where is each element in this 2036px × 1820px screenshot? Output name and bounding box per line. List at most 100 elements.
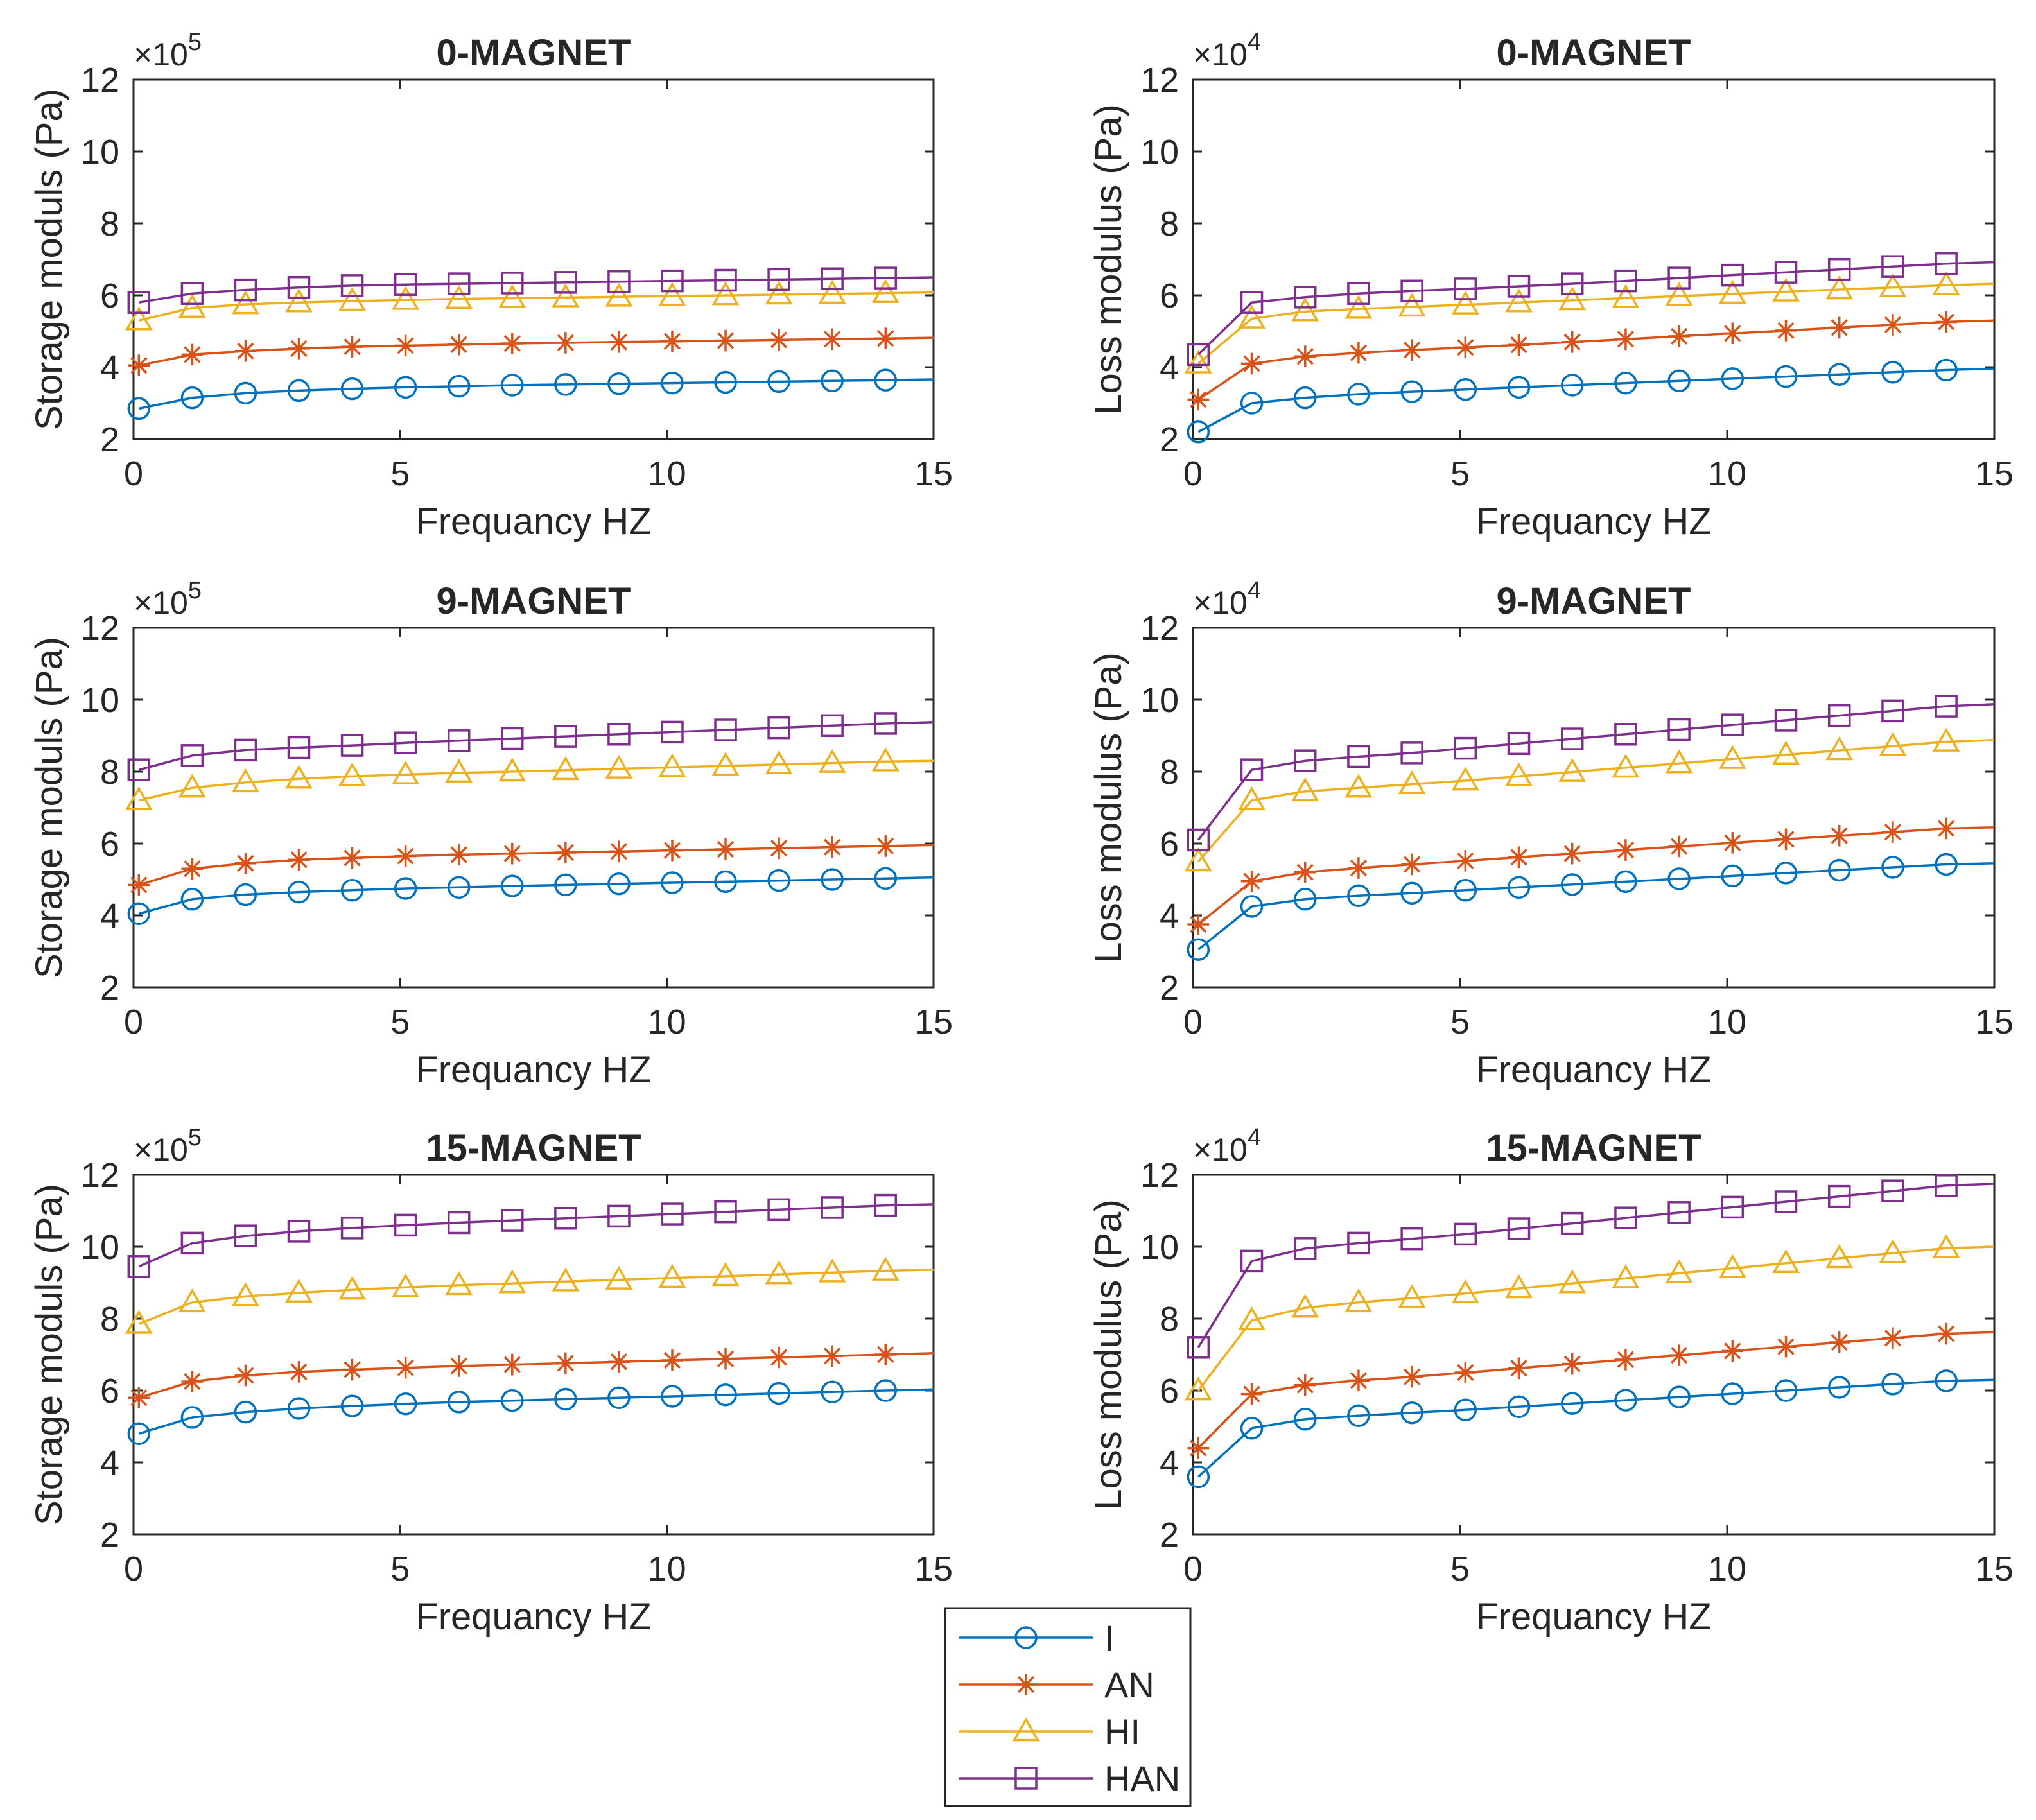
data-point-han [821, 267, 844, 290]
axis-multiplier: ×105 [134, 577, 202, 621]
data-point-i [1240, 895, 1264, 918]
data-point-i [1507, 1395, 1531, 1418]
data-point-han [1614, 1206, 1637, 1229]
subplot-3: 0 5 10 15 2 4 6 8 10 12 9-MAGNET Frequancy HZ Storag… [28, 577, 953, 1091]
data-point-i [1721, 864, 1745, 888]
data-point-hi [1879, 732, 1907, 756]
y-tick-label: 6 [1160, 1372, 1179, 1410]
data-point-an [181, 858, 204, 880]
data-point-hi [1932, 1234, 1960, 1258]
series-hi [125, 1256, 934, 1334]
data-point-han [180, 744, 204, 767]
data-point-han [1881, 699, 1904, 723]
data-point-hi [658, 753, 686, 777]
data-point-han [1935, 252, 1958, 275]
data-point-i [234, 381, 257, 405]
legend-marker-han [1014, 1767, 1038, 1790]
data-point-i [1347, 1404, 1370, 1427]
data-point-hi [1718, 1254, 1746, 1278]
series-i [127, 368, 934, 420]
data-point-i [1293, 1408, 1317, 1431]
data-point-hi [1238, 786, 1266, 811]
data-point-han [661, 269, 684, 293]
y-tick-label: 10 [81, 133, 119, 171]
multiplier-exponent: 5 [188, 29, 202, 56]
series-line-i [1197, 367, 1995, 433]
data-point-i [394, 376, 417, 399]
data-point-an [1828, 316, 1850, 339]
data-point-han [127, 758, 151, 781]
data-point-han [714, 718, 737, 741]
data-point-han [340, 1217, 364, 1240]
data-point-han [1240, 1249, 1264, 1273]
legend-entry-an: AN [959, 1665, 1154, 1705]
data-point-i [821, 369, 844, 393]
x-tick-label: 0 [124, 1550, 143, 1588]
series-line-han [139, 276, 934, 304]
data-point-i [1454, 879, 1477, 902]
data-point-hi [125, 1310, 153, 1334]
data-point-i [180, 1406, 204, 1429]
data-point-hi [1825, 275, 1854, 300]
data-point-han [714, 1200, 737, 1224]
subplot-6: 0 5 10 15 2 4 6 8 10 12 15-MAGNET Frequancy HZ Loss … [1088, 1124, 2014, 1638]
data-point-an [394, 334, 417, 357]
data-point-i [554, 373, 577, 396]
data-point-i [234, 883, 257, 906]
y-tick-label: 6 [100, 1372, 119, 1410]
data-point-i [1187, 420, 1210, 444]
x-tick-label: 10 [648, 1003, 686, 1041]
data-point-hi [552, 283, 580, 308]
data-point-han [767, 716, 790, 740]
data-point-an [234, 853, 257, 874]
axis-multiplier: ×105 [134, 29, 202, 73]
data-point-han [127, 291, 151, 314]
data-point-i [1507, 376, 1531, 399]
data-point-an [768, 1346, 790, 1369]
data-point-an [1935, 311, 1957, 333]
data-point-an [1294, 1374, 1316, 1396]
series-line-hi [1197, 738, 1995, 863]
data-point-hi [711, 752, 740, 776]
data-point-i [127, 397, 151, 420]
y-tick-label: 12 [1140, 61, 1179, 100]
y-tick-label: 4 [1160, 1444, 1179, 1482]
data-point-hi [1665, 1259, 1693, 1283]
y-tick-label: 6 [100, 277, 119, 315]
data-point-i [1667, 1385, 1691, 1408]
legend: I AN HI HAN [944, 1607, 1192, 1807]
axis-multiplier: ×104 [1193, 29, 1261, 73]
data-point-an [768, 329, 790, 351]
series-line-han [1197, 702, 1995, 841]
data-point-i [1935, 358, 1958, 382]
series-i [1187, 853, 1995, 961]
data-point-han [1347, 282, 1370, 305]
data-point-han [1187, 343, 1210, 367]
data-point-an [181, 1371, 204, 1392]
x-tick-label: 5 [1450, 1003, 1470, 1041]
data-point-hi [232, 290, 259, 315]
data-point-hi [285, 1278, 313, 1303]
data-point-an [394, 845, 417, 867]
data-point-hi [871, 1256, 900, 1281]
data-point-hi [285, 288, 313, 313]
data-point-hi [711, 281, 740, 306]
chart-title: 0-MAGNET [437, 32, 631, 74]
data-point-hi [1718, 279, 1746, 304]
data-point-hi [1291, 1294, 1319, 1318]
chart-title: 15-MAGNET [1486, 1127, 1701, 1169]
data-point-han [1507, 1217, 1531, 1240]
multiplier-base: ×10 [1193, 585, 1248, 621]
legend-label: I [1104, 1618, 1115, 1658]
series-han [1187, 1174, 1995, 1359]
data-point-i [1454, 1398, 1477, 1421]
data-point-hi [125, 786, 153, 811]
data-point-i [340, 1394, 364, 1417]
multiplier-base: ×10 [1193, 37, 1248, 73]
data-point-han [1293, 1237, 1317, 1260]
series-hi [1184, 727, 1995, 872]
data-point-han [714, 268, 737, 292]
data-point-hi [338, 287, 366, 311]
data-point-han [1187, 1336, 1210, 1359]
